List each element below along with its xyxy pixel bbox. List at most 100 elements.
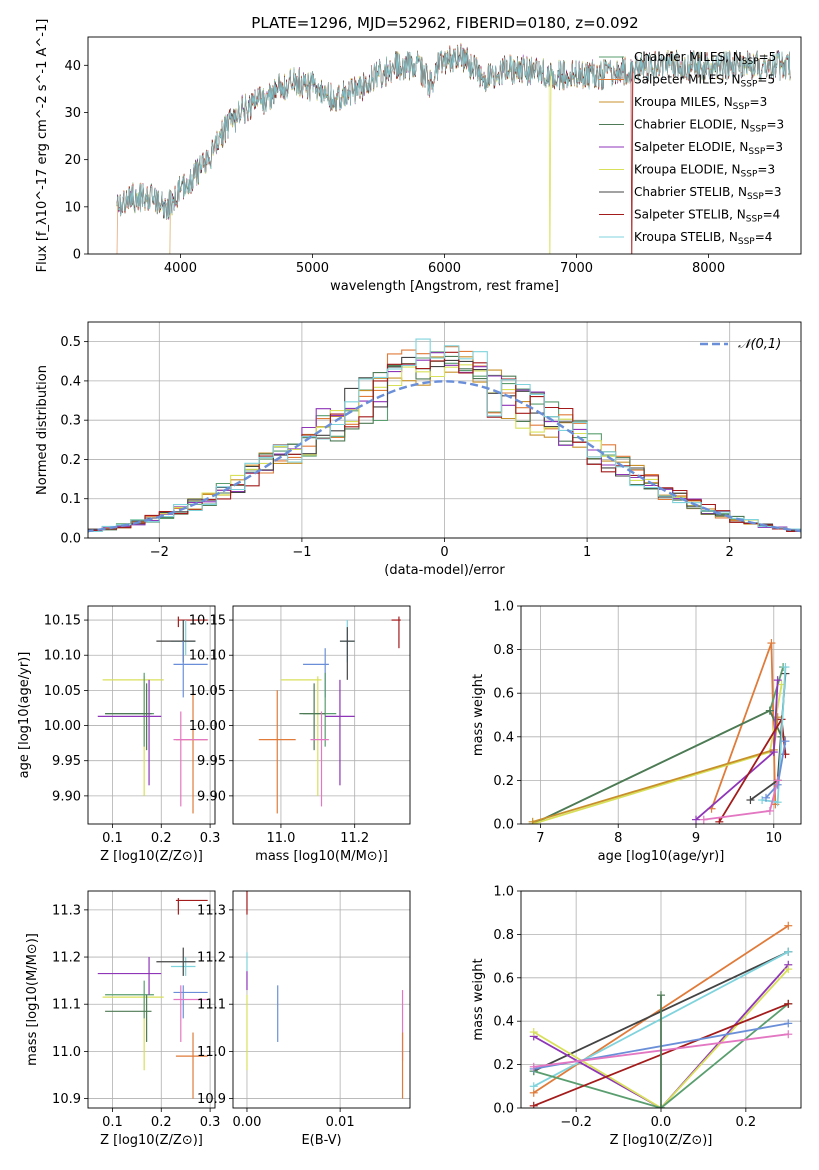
y-axis-label: Normed distribution [35,365,50,495]
legend-subscript: SSP [733,102,750,112]
legend-nssp: 5 [767,73,775,87]
axes-frame [87,890,216,1109]
weight-line-1 [532,666,784,824]
y-tick-label: 1.0 [493,885,514,900]
weight-marker-7-1 [784,1019,793,1028]
y-tick-label: 0.1 [60,492,81,507]
x-tick-label: 10 [766,831,783,846]
legend-name: Salpeter ELODIE [634,140,732,154]
plot-area [97,616,208,814]
weight-marker-5-2 [773,676,782,685]
x-tick-label: 4000 [164,261,197,276]
y-tick-label: 11.0 [52,1045,81,1060]
legend-nssp: 4 [773,208,781,222]
x-tick-label: 0.2 [736,1115,757,1130]
errorbar-point-9 [310,711,329,807]
x-tick-label: 2 [726,545,734,560]
errorbar-point-4 [280,676,322,796]
x-axis-label: age [log10(age/yr)] [598,849,725,864]
legend-entry: Salpeter STELIB, NSSP=4 [634,208,780,225]
x-tick-label: −1 [292,545,311,560]
errorbar-point-2 [339,627,355,680]
y-tick-label: 10.9 [52,1092,81,1107]
plot-area [246,891,404,1099]
legend-subscript: SSP [741,170,758,180]
errorbar-point-5 [105,980,154,1019]
y-tick-label: 0.0 [493,818,514,833]
legend-name: Chabrier ELODIE [634,118,733,132]
legend-name: Salpeter STELIB [634,208,729,222]
legend-sep: , N [732,140,749,154]
weight-line-5 [533,1003,789,1108]
x-tick-label: 0.1 [102,831,123,846]
y-tick-label: 11.1 [52,998,81,1013]
x-axis-label: (data-model)/error [384,563,505,578]
weight-marker-9-0 [762,793,770,802]
errorbar-point-2 [156,947,196,976]
y-tick-label: 0.4 [493,1015,514,1030]
weight-marker-8-0 [529,1062,538,1071]
legend-nssp: 5 [769,50,777,64]
y-tick-label: 10 [64,200,81,215]
y-axis-label: mass weight [471,674,486,756]
y-tick-label: 0.2 [493,1058,514,1073]
legend-eq: = [764,185,774,199]
y-tick-label: 0.4 [60,374,81,389]
y-tick-label: 30 [64,106,81,121]
errorbar-point-6 [105,994,152,1042]
y-tick-label: 10.15 [44,614,81,629]
x-tick-label: 0.3 [200,831,221,846]
legend-eq: = [757,73,767,87]
weight-marker-2-1 [784,947,793,956]
panel-age_vs_mass: 11.0 11.2 9.90 9.95 10.00 10.05 10.10 10.15 mass… [189,605,411,864]
legend-eq: = [766,118,776,132]
plot-area [97,898,208,1099]
x-tick-label: 6000 [428,261,461,276]
histogram-8 [88,338,801,533]
legend-sep: , N [716,95,733,109]
panel-mass_vs_EBV: 0.00 0.01 10.9 11.0 11.1 11.2 11.3 E(B-V) [197,890,411,1148]
x-tick-label: −0.2 [560,1115,592,1130]
weight-marker-2-1 [765,706,774,715]
y-tick-label: 10.00 [44,719,81,734]
panel-spectrum: 4000 5000 6000 7000 8000 0 10 20 30 40 wavelength … [35,19,802,294]
y-tick-label: 9.90 [197,789,226,804]
y-axis-label: Flux [f_λ10^-17 erg cm^-2 s^-1 A^-1] [35,19,50,273]
x-tick-label: 5000 [296,261,329,276]
x-tick-label: 1 [583,545,591,560]
errorbar-point-4 [102,676,164,796]
plot-area [529,921,793,1108]
weight-marker-8-2 [781,663,790,672]
legend-sep: , N [724,163,741,177]
gaussian-legend-label: 𝒩(0,1) [738,337,781,352]
legend-nssp: 3 [775,140,783,154]
legend-sep: , N [730,185,747,199]
legend-nssp: 3 [767,163,775,177]
y-axis-label: mass weight [471,958,486,1040]
y-tick-label: 11.3 [52,903,81,918]
weight-marker-10-2 [773,776,782,785]
weight-marker-4-0 [529,1028,538,1037]
weight-marker-2-0 [529,1082,538,1091]
legend-name: Kroupa MILES [634,95,716,109]
y-tick-label: 0.2 [493,774,514,789]
x-tick-label: 8 [614,831,622,846]
legend-subscript: SSP [748,147,765,157]
errorbar-point-0 [175,898,208,915]
legend-subscript: SSP [742,57,759,67]
panel-mass_weight_vs_Z: −0.2 0.0 0.2 0.0 0.2 0.4 0.6 0.8 1.0 Z [log10(Z/Z… [471,885,802,1148]
y-tick-label: 0.0 [493,1102,514,1117]
weight-marker-5-1 [769,748,778,757]
y-tick-label: 0.0 [60,532,81,547]
errorbar-point-0 [391,616,401,649]
x-axis-label: Z [log10(Z/Z⊙)] [100,1133,203,1148]
weight-line-0 [710,642,777,810]
weight-marker-8-1 [784,1030,793,1039]
errorbar-point-9 [173,711,208,807]
y-axis-label: mass [log10(M/M⊙)] [25,933,40,1066]
x-tick-label: 0.1 [102,1115,123,1130]
legend-entry: Salpeter ELODIE, NSSP=3 [634,140,783,157]
weight-marker-4-2 [784,965,793,974]
legend-nssp: 3 [777,118,785,132]
x-tick-label: 0.01 [326,1115,355,1130]
